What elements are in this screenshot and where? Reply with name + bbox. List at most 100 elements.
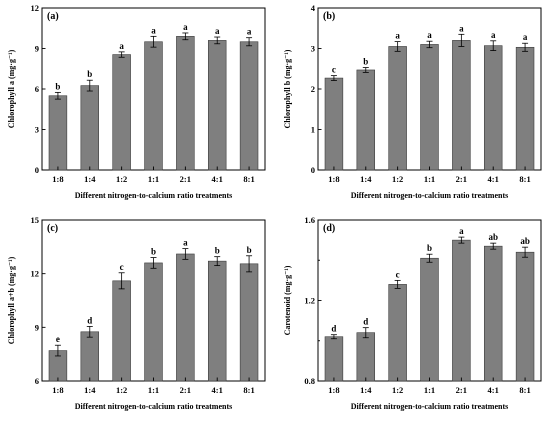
panel-label: (a)	[47, 11, 59, 22]
x-tick-label: 2:1	[456, 385, 467, 395]
bar-8-1	[239, 263, 259, 382]
x-tick-label: 1:1	[148, 385, 159, 395]
significance-letter: ab	[520, 236, 530, 246]
x-tick-label: 1:8	[52, 174, 63, 184]
significance-letter: a	[183, 22, 188, 32]
panel-label: (c)	[47, 223, 58, 234]
y-tick-label: 3	[311, 44, 315, 54]
bar-2-1	[452, 239, 471, 382]
bar-4-1	[207, 40, 227, 171]
bar-8-1	[515, 251, 535, 382]
significance-letter: b	[87, 69, 92, 79]
y-tick-label: 6	[35, 376, 39, 386]
y-tick-label: 15	[31, 215, 40, 225]
significance-letter: a	[459, 226, 464, 236]
bar-4-1	[483, 245, 503, 382]
significance-letter: a	[491, 30, 496, 40]
significance-letter: d	[87, 315, 92, 325]
significance-letter: a	[395, 31, 400, 41]
significance-letter: b	[427, 243, 432, 253]
y-tick-label: 6	[35, 84, 39, 94]
significance-letter: a	[427, 30, 432, 40]
y-tick-label: 1.2	[304, 296, 315, 306]
y-axis-title: Chlorophyll b (mg·g⁻¹)	[283, 49, 292, 128]
significance-letter: b	[215, 246, 220, 256]
panel-label: (d)	[323, 223, 335, 234]
chart-panel-2: (b) 0 1 2 3 4 c 1:8 b 1:4 a 1:2 a 1:1 a 2:1 a 4:1 a 8:1 Diff…	[283, 3, 542, 200]
x-tick-label: 1:4	[84, 174, 96, 184]
significance-letter: c	[332, 65, 336, 75]
bar-1-2	[388, 46, 407, 171]
significance-letter: e	[56, 334, 60, 344]
significance-letter: a	[183, 238, 188, 248]
significance-letter: c	[396, 269, 400, 279]
x-tick-label: 1:2	[116, 385, 127, 395]
bar-1-1	[144, 262, 163, 382]
significance-letter: b	[247, 245, 252, 255]
bar-2-1	[176, 36, 195, 171]
y-tick-label: 9	[35, 44, 39, 54]
x-tick-label: 4:1	[488, 174, 499, 184]
bar-1-2	[388, 284, 407, 382]
x-axis-title: Different nitrogen-to-calcium ratio trea…	[351, 402, 509, 411]
y-tick-label: 1.6	[304, 215, 315, 225]
significance-letter: d	[363, 317, 368, 327]
x-tick-label: 4:1	[488, 385, 499, 395]
bar-1-4	[356, 332, 376, 382]
chart-panel-3: (c) 6 9 12 15 e 1:8 d 1:4 c 1:2 b 1:1 a 2:1 b 4:1 b 8:1 Dif…	[7, 215, 266, 411]
x-tick-label: 1:8	[328, 174, 339, 184]
x-tick-label: 1:2	[392, 385, 403, 395]
bar-8-1	[515, 46, 535, 171]
significance-letter: a	[151, 25, 156, 35]
bar-1-1	[144, 41, 163, 171]
significance-letter: d	[331, 324, 336, 334]
significance-letter: b	[151, 247, 156, 257]
x-tick-label: 8:1	[519, 385, 530, 395]
y-tick-label: 0	[311, 165, 315, 175]
bar-1-2	[112, 54, 131, 171]
bar-8-1	[239, 41, 259, 171]
significance-letter: b	[363, 57, 368, 67]
bar-1-4	[356, 69, 376, 171]
significance-letter: b	[55, 81, 60, 91]
significance-letter: a	[523, 32, 528, 42]
x-tick-label: 1:8	[52, 385, 63, 395]
y-tick-label: 2	[311, 84, 315, 94]
bar-1-8	[324, 336, 344, 382]
bar-1-4	[80, 85, 100, 171]
x-tick-label: 4:1	[212, 385, 223, 395]
bar-1-1	[420, 257, 439, 382]
x-axis-title: Different nitrogen-to-calcium ratio trea…	[351, 191, 509, 200]
significance-letter: a	[215, 26, 220, 36]
bar-2-1	[452, 40, 471, 171]
chart-panel-4: (d) 0.8 1.2 1.6 d 1:8 d 1:4 c 1:2 b 1:1 a 2:1 ab 4:1 ab 8…	[283, 215, 542, 411]
y-axis-title: Chlorophyll a+b (mg·g⁻¹)	[7, 256, 16, 344]
x-tick-label: 1:1	[424, 174, 435, 184]
x-tick-label: 1:1	[148, 174, 159, 184]
x-tick-label: 8:1	[243, 385, 254, 395]
x-tick-label: 1:4	[84, 385, 96, 395]
x-tick-label: 4:1	[212, 174, 223, 184]
x-tick-label: 1:1	[424, 385, 435, 395]
y-tick-label: 9	[35, 322, 39, 332]
x-tick-label: 2:1	[456, 174, 467, 184]
y-tick-label: 3	[35, 125, 39, 135]
x-tick-label: 2:1	[180, 174, 191, 184]
y-axis-title: Chlorophyll a (mg·g⁻¹)	[7, 49, 16, 128]
y-axis-title: Carotenoid (mg·g⁻¹)	[283, 265, 292, 335]
x-tick-label: 1:2	[392, 174, 403, 184]
x-tick-label: 1:4	[360, 174, 372, 184]
x-axis-title: Different nitrogen-to-calcium ratio trea…	[75, 191, 233, 200]
x-tick-label: 8:1	[519, 174, 530, 184]
bar-1-8	[324, 77, 344, 171]
significance-letter: a	[459, 23, 464, 33]
y-tick-label: 12	[31, 269, 40, 279]
x-tick-label: 8:1	[243, 174, 254, 184]
bar-4-1	[483, 45, 503, 171]
y-tick-label: 0.8	[304, 376, 315, 386]
x-axis-title: Different nitrogen-to-calcium ratio trea…	[75, 402, 233, 411]
bar-4-1	[207, 260, 227, 382]
bar-2-1	[176, 253, 195, 382]
y-tick-label: 0	[35, 165, 39, 175]
